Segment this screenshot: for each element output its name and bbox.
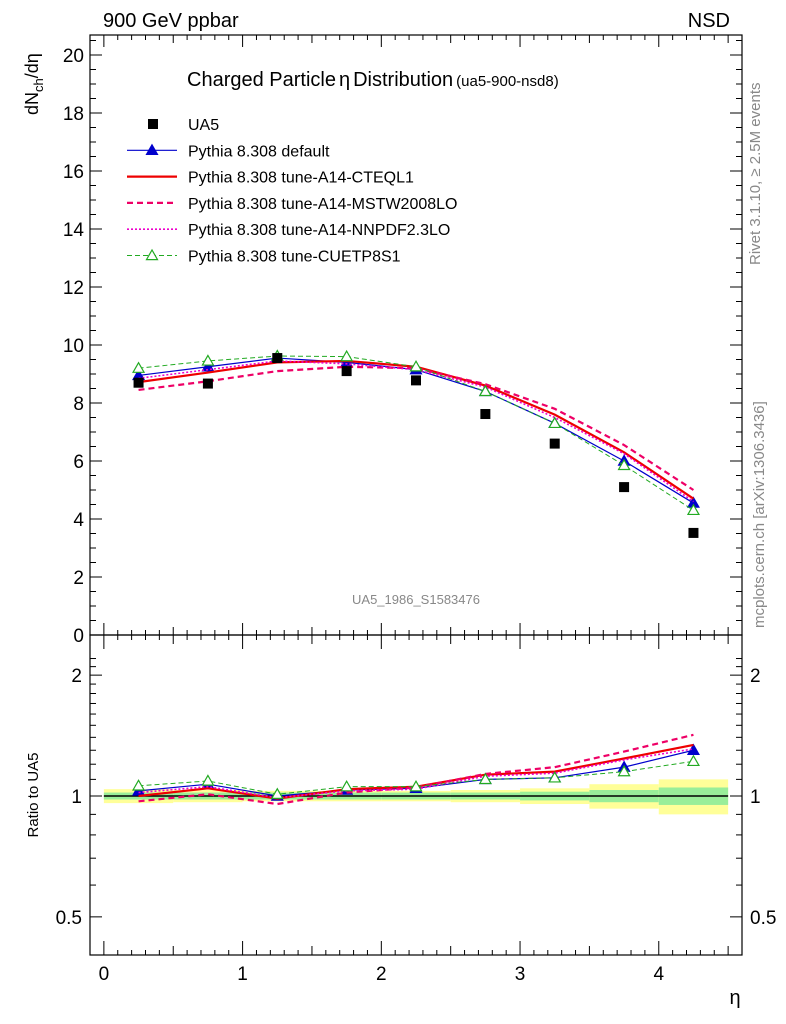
ratio-plot-axes: 0.5 0.5 1 1 2 2 0 1 2 3 4 — [56, 634, 776, 985]
ratio-series-4-marker-3 — [340, 779, 354, 792]
header-right: NSD — [688, 10, 730, 32]
ratio-y-tick-label-right: 0.5 — [750, 908, 776, 929]
chart-title: Charged Particle η Distribution (ua5-900-ns… — [187, 69, 559, 91]
data-point-5 — [480, 409, 491, 420]
main-series-4-marker-4 — [409, 360, 423, 372]
x-axis-label: η — [729, 987, 740, 1009]
mcplots-reference-text: mcplots.cern.ch [arXiv:1306.3436] — [751, 401, 768, 628]
ratio-series-4-marker-2 — [270, 787, 284, 799]
legend-label: Pythia 8.308 default — [188, 143, 330, 160]
x-tick-label: 3 — [515, 964, 526, 985]
header-left: 900 GeV ppbar — [103, 10, 239, 32]
main-y-tick-label: 16 — [63, 162, 84, 183]
main-y-tick-label: 12 — [63, 278, 84, 299]
ratio-y-tick-label-left: 0.5 — [56, 908, 82, 929]
main-series-4-marker-1 — [201, 354, 215, 366]
x-tick-label: 4 — [653, 964, 664, 985]
data-point-6 — [549, 438, 560, 449]
ratio-y-tick-label-left: 1 — [71, 787, 82, 808]
ratio-y-tick-label-left: 2 — [71, 666, 82, 687]
ratio-series-line-2 — [138, 733, 694, 806]
ratio-plot-frame — [89, 634, 743, 956]
main-plot-axes: 0 2 4 6 8 10 12 14 16 18 20 — [63, 34, 743, 647]
legend-label: UA5 — [188, 117, 219, 134]
x-tick-label: 0 — [99, 964, 110, 985]
ratio-y-axis-label: Ratio to UA5 — [25, 752, 42, 837]
legend-marker-4 — [145, 248, 159, 261]
main-y-tick-label: 14 — [63, 220, 85, 241]
main-y-tick-label: 8 — [73, 394, 84, 415]
data-point-4 — [411, 375, 421, 386]
ratio-series-4-marker-4 — [409, 779, 423, 792]
x-tick-label: 1 — [237, 964, 248, 985]
ratio-series-4-marker-8 — [686, 754, 700, 767]
main-y-tick-label: 0 — [73, 626, 84, 647]
ratio-series-line-3 — [138, 748, 694, 799]
data-point-3 — [341, 366, 352, 377]
ratio-series-4-marker-7 — [617, 764, 631, 777]
rivet-version-text: Rivet 3.1.10, ≥ 2.5M events — [747, 83, 764, 266]
main-series-line-4 — [138, 355, 694, 511]
main-series-4-marker-8 — [686, 503, 700, 516]
data-point-8 — [688, 527, 699, 538]
data-point-2 — [272, 353, 283, 364]
data-point-1 — [202, 378, 213, 389]
data-point-0 — [133, 377, 144, 388]
main-plot-curves — [132, 349, 700, 538]
main-series-4-marker-5 — [478, 384, 492, 397]
main-series-4-marker-0 — [132, 361, 146, 373]
analysis-watermark: UA5_1986_S1583476 — [352, 592, 480, 607]
ratio-series-4-marker-6 — [548, 771, 562, 783]
ratio-series-4-marker-1 — [201, 774, 215, 786]
main-series-0-marker-1 — [201, 360, 215, 372]
main-y-tick-label: 6 — [73, 452, 84, 473]
legend: UA5 Pythia 8.308 default Pythia 8.308 tune… — [127, 117, 457, 266]
legend-label: Pythia 8.308 tune-A14-NNPDF2.3LO — [188, 222, 450, 239]
legend-label: Pythia 8.308 tune-A14-CTEQL1 — [188, 170, 414, 187]
legend-marker-0 — [145, 143, 159, 156]
main-y-tick-label: 20 — [63, 46, 84, 67]
ratio-plot-curves — [132, 733, 700, 806]
main-series-4-marker-6 — [548, 416, 562, 429]
main-series-line-3 — [138, 360, 694, 503]
main-y-tick-label: 10 — [63, 336, 84, 357]
main-series-4-marker-7 — [617, 458, 631, 471]
ratio-series-4-marker-0 — [132, 779, 146, 791]
x-tick-label: 2 — [376, 964, 387, 985]
ratio-y-tick-label-right: 1 — [750, 787, 761, 808]
main-y-tick-label: 2 — [73, 568, 84, 589]
main-series-4-marker-3 — [340, 349, 354, 362]
legend-label: Pythia 8.308 tune-CUETP8S1 — [188, 249, 401, 266]
data-point-7 — [619, 482, 630, 493]
ratio-y-tick-label-right: 2 — [750, 666, 761, 687]
main-y-tick-label: 4 — [73, 510, 84, 531]
main-y-tick-label: 18 — [63, 104, 84, 125]
main-y-axis-label: dNch/dη — [22, 53, 46, 115]
ratio-series-line-4 — [138, 760, 694, 795]
ratio-series-4-marker-5 — [478, 772, 492, 785]
main-series-line-2 — [138, 365, 695, 491]
legend-label: Pythia 8.308 tune-A14-MSTW2008LO — [188, 196, 457, 213]
legend-marker-data — [148, 119, 158, 129]
